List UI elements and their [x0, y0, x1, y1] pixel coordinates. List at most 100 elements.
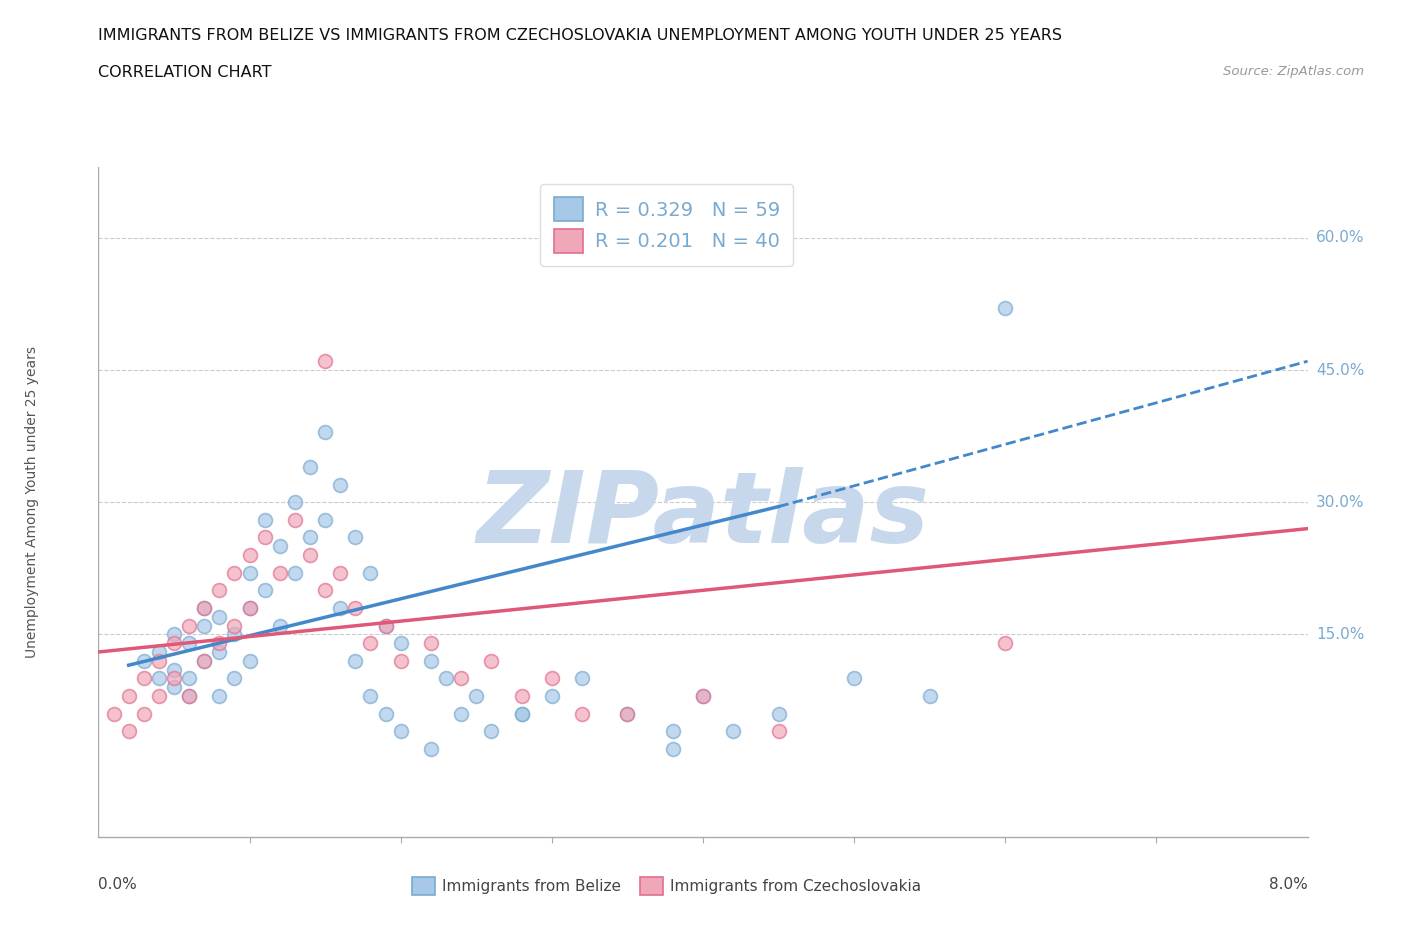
Point [163, 636, 186, 651]
Point [314, 353, 336, 368]
Point [132, 671, 155, 685]
Point [359, 688, 381, 703]
Point [344, 530, 367, 545]
Point [208, 609, 231, 624]
Legend: Immigrants from Belize, Immigrants from Czechoslovakia: Immigrants from Belize, Immigrants from … [405, 870, 929, 903]
Point [118, 688, 141, 703]
Point [510, 706, 533, 721]
Point [359, 565, 381, 580]
Point [571, 671, 593, 685]
Point [224, 627, 246, 642]
Point [389, 654, 412, 669]
Text: 0.0%: 0.0% [98, 877, 138, 892]
Point [239, 548, 262, 563]
Point [419, 741, 441, 756]
Text: 45.0%: 45.0% [1316, 363, 1364, 378]
Point [299, 459, 322, 474]
Point [163, 627, 186, 642]
Point [374, 706, 396, 721]
Point [224, 671, 246, 685]
Point [118, 724, 141, 738]
Point [163, 671, 186, 685]
Point [148, 671, 170, 685]
Point [479, 724, 503, 738]
Point [253, 583, 276, 598]
Point [616, 706, 638, 721]
Point [208, 644, 231, 659]
Point [269, 618, 291, 633]
Point [299, 530, 322, 545]
Point [299, 548, 322, 563]
Point [661, 741, 683, 756]
Point [193, 601, 215, 616]
Point [253, 512, 276, 527]
Point [389, 636, 412, 651]
Point [768, 724, 790, 738]
Point [239, 654, 262, 669]
Point [269, 538, 291, 553]
Point [571, 706, 593, 721]
Point [239, 601, 262, 616]
Point [329, 601, 352, 616]
Point [374, 618, 396, 633]
Point [918, 688, 941, 703]
Point [284, 512, 307, 527]
Point [389, 724, 412, 738]
Point [994, 301, 1017, 316]
Point [314, 424, 336, 439]
Point [239, 601, 262, 616]
Point [616, 706, 638, 721]
Point [224, 618, 246, 633]
Point [208, 688, 231, 703]
Point [269, 565, 291, 580]
Point [510, 688, 533, 703]
Point [344, 601, 367, 616]
Point [844, 671, 866, 685]
Point [540, 671, 562, 685]
Point [450, 706, 472, 721]
Point [163, 662, 186, 677]
Point [179, 618, 201, 633]
Point [148, 644, 170, 659]
Point [103, 706, 125, 721]
Point [419, 636, 441, 651]
Point [193, 654, 215, 669]
Point [419, 654, 441, 669]
Point [193, 618, 215, 633]
Point [768, 706, 790, 721]
Point [163, 680, 186, 695]
Point [193, 654, 215, 669]
Text: 8.0%: 8.0% [1268, 877, 1308, 892]
Point [540, 688, 562, 703]
Point [465, 688, 488, 703]
Text: Source: ZipAtlas.com: Source: ZipAtlas.com [1223, 65, 1364, 78]
Text: ZIPatlas: ZIPatlas [477, 467, 929, 565]
Point [239, 565, 262, 580]
Point [208, 636, 231, 651]
Point [994, 636, 1017, 651]
Point [692, 688, 714, 703]
Point [148, 654, 170, 669]
Point [284, 495, 307, 510]
Point [193, 601, 215, 616]
Point [329, 477, 352, 492]
Point [479, 654, 503, 669]
Point [510, 706, 533, 721]
Point [314, 512, 336, 527]
Point [179, 688, 201, 703]
Text: IMMIGRANTS FROM BELIZE VS IMMIGRANTS FROM CZECHOSLOVAKIA UNEMPLOYMENT AMONG YOUT: IMMIGRANTS FROM BELIZE VS IMMIGRANTS FRO… [98, 28, 1063, 43]
Text: Unemployment Among Youth under 25 years: Unemployment Among Youth under 25 years [25, 346, 39, 658]
Point [359, 636, 381, 651]
Point [314, 583, 336, 598]
Point [253, 530, 276, 545]
Point [132, 706, 155, 721]
Text: 30.0%: 30.0% [1316, 495, 1364, 510]
Point [284, 565, 307, 580]
Point [148, 688, 170, 703]
Point [329, 565, 352, 580]
Point [374, 618, 396, 633]
Point [692, 688, 714, 703]
Point [450, 671, 472, 685]
Point [179, 688, 201, 703]
Point [224, 565, 246, 580]
